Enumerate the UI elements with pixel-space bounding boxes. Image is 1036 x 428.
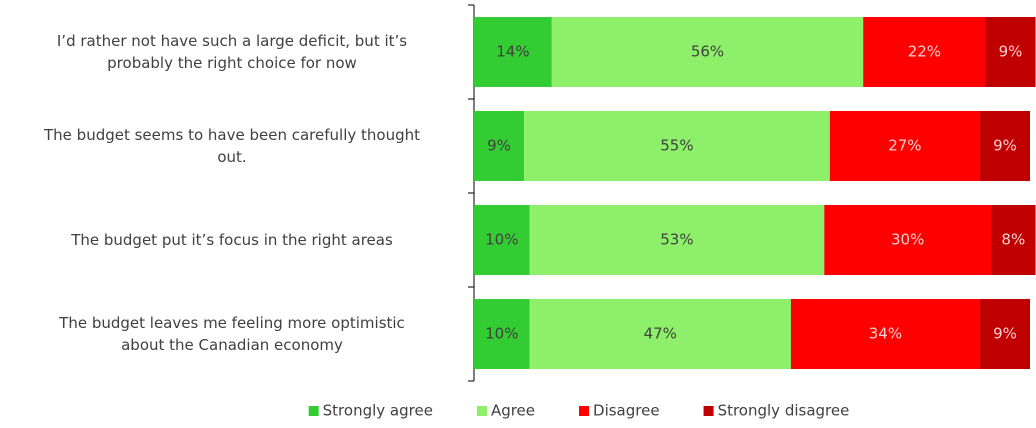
value-label: 10% [485, 325, 518, 343]
bar-segment [474, 205, 530, 275]
bar-segment [829, 111, 980, 181]
category-label: The budget seems to have been carefully … [43, 126, 420, 166]
value-label: 14% [496, 43, 529, 61]
value-label: 47% [644, 325, 677, 343]
bar-segment [524, 111, 830, 181]
bar-segment [474, 299, 530, 369]
value-label: 9% [487, 137, 511, 155]
legend-label: Strongly disagree [718, 402, 850, 420]
legend-label: Agree [491, 402, 535, 420]
legend: Strongly agree Agree Disagree Strongly disa… [308, 402, 850, 420]
legend-swatch [476, 406, 487, 416]
bar-segment [985, 17, 1036, 87]
legend-swatch [579, 406, 590, 416]
value-label: 9% [993, 325, 1017, 343]
category-label: I’d rather not have such a large deficit… [57, 32, 407, 72]
value-label: 9% [993, 137, 1017, 155]
legend-swatch [308, 406, 319, 416]
category-label-line: about the Canadian economy [121, 336, 343, 354]
bar-segment [979, 111, 1030, 181]
legend-label: Strongly agree [323, 402, 433, 420]
bar-segment [474, 17, 552, 87]
bar-segment [474, 111, 525, 181]
category-label: The budget leaves me feeling more optimi… [58, 314, 405, 354]
value-label: 30% [891, 231, 924, 249]
value-label: 53% [660, 231, 693, 249]
category-label-line: out. [217, 148, 246, 166]
bar-segment [863, 17, 986, 87]
category-label-line: The budget seems to have been carefully … [43, 126, 420, 144]
category-label: The budget put it’s focus in the right a… [70, 231, 393, 249]
value-label: 9% [999, 43, 1023, 61]
value-label: 56% [691, 43, 724, 61]
value-label: 27% [888, 137, 921, 155]
legend-swatch [703, 406, 714, 416]
bar-segment [824, 205, 992, 275]
category-label-line: I’d rather not have such a large deficit… [57, 32, 407, 50]
bar-segment [529, 299, 791, 369]
value-label: 55% [660, 137, 693, 155]
value-label: 34% [869, 325, 902, 343]
value-label: 8% [1001, 231, 1025, 249]
value-label: 10% [485, 231, 518, 249]
bar-segment [529, 205, 825, 275]
bar-segment [991, 205, 1036, 275]
category-label-line: The budget put it’s focus in the right a… [70, 231, 393, 249]
legend-label: Disagree [593, 402, 660, 420]
bar-segment [790, 299, 980, 369]
category-label-line: The budget leaves me feeling more optimi… [58, 314, 405, 332]
value-label: 22% [908, 43, 941, 61]
bar-segment [551, 17, 864, 87]
category-label-line: probably the right choice for now [107, 54, 357, 72]
bar-segment [979, 299, 1030, 369]
